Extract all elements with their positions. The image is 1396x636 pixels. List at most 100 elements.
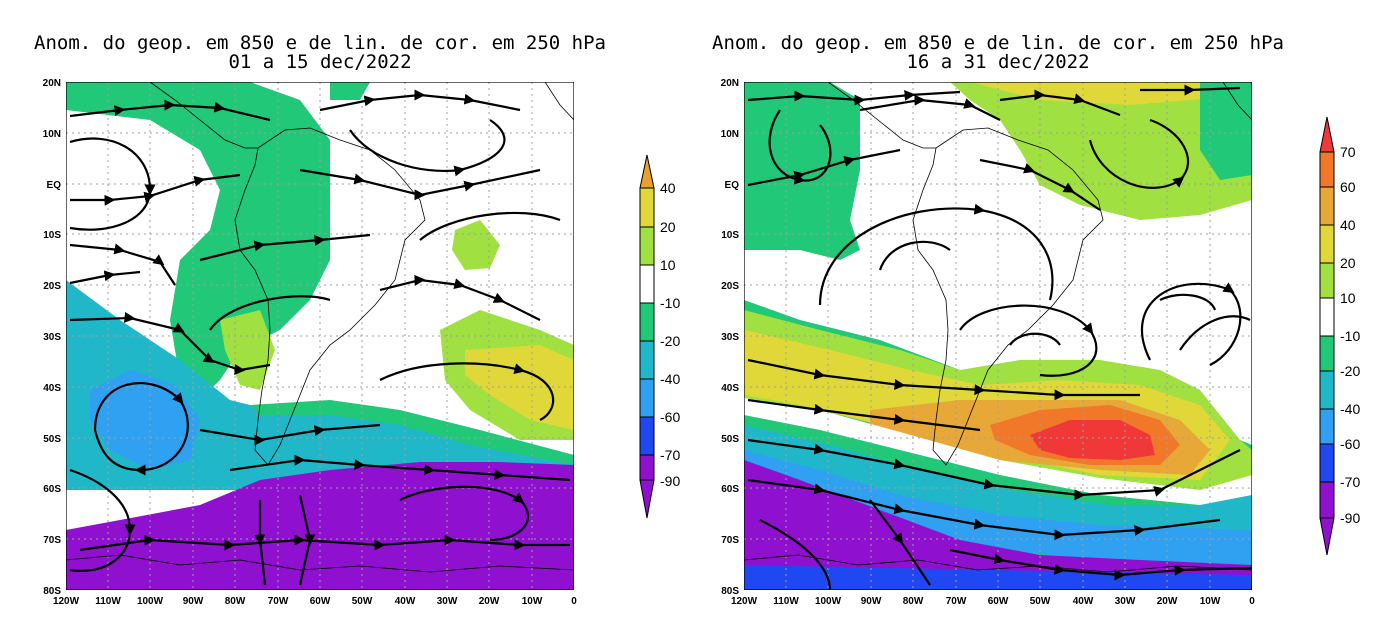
lat-label: 10S xyxy=(43,230,61,241)
colorbar-1-seg xyxy=(639,264,655,304)
colorbar-1-label: -60 xyxy=(660,409,680,425)
lon-label: 0 xyxy=(571,596,577,607)
anomaly-lime-1 xyxy=(452,220,500,270)
lat-label: 10N xyxy=(721,129,739,140)
streamlines-1 xyxy=(69,89,571,586)
colorbar-2-label: 10 xyxy=(1340,290,1356,306)
colorbar-1-seg xyxy=(639,226,655,266)
colorbar-2-label: -10 xyxy=(1340,328,1360,344)
lat-label: 50S xyxy=(721,434,739,445)
colorbar-1-label: 20 xyxy=(660,219,676,235)
lat-label: 40S xyxy=(43,383,61,394)
colorbar-1-seg xyxy=(639,416,655,456)
lat-label: 20N xyxy=(721,78,739,89)
lon-label: 80W xyxy=(225,596,246,607)
colorbar-2-label: 20 xyxy=(1340,255,1356,271)
coastline-africa-1 xyxy=(544,82,574,121)
panel1-title-line2: 01 a 15 dec/2022 xyxy=(228,51,412,73)
lon-label: 40W xyxy=(1073,596,1094,607)
map-panel-1 xyxy=(66,82,574,590)
lon-label: 50W xyxy=(352,596,373,607)
panel2-title: Anom. do geop. em 850 e de lin. de cor. … xyxy=(678,34,1318,72)
colorbar-2-label: -70 xyxy=(1340,474,1360,490)
colorbar-1-label: -40 xyxy=(660,371,680,387)
lon-label: 60W xyxy=(988,596,1009,607)
lon-label: 20W xyxy=(1157,596,1178,607)
colorbar-2-seg xyxy=(1319,224,1335,264)
colorbar-1-label: -20 xyxy=(660,333,680,349)
colorbar-1-seg xyxy=(639,454,655,481)
colorbar-1: 40 20 10 -10 -20 -40 -60 -70 -90 xyxy=(639,154,680,519)
lat-label: 20N xyxy=(43,78,61,89)
colorbar-2-label: 60 xyxy=(1340,179,1356,195)
lon-axis-1: 120W 110W 100W 90W 80W 70W 60W 50W 40W 3… xyxy=(53,596,577,607)
lat-label: 70S xyxy=(721,535,739,546)
map-panel-2 xyxy=(744,82,1252,590)
colorbar-2-seg xyxy=(1319,481,1335,519)
colorbar-1-label: -10 xyxy=(660,295,680,311)
lon-label: 120W xyxy=(53,596,80,607)
lat-label: 80S xyxy=(43,586,61,597)
colorbar-2-label: -90 xyxy=(1340,510,1360,526)
lon-label: 110W xyxy=(95,596,121,607)
colorbar-2-seg xyxy=(1319,297,1335,337)
colorbar-2-seg xyxy=(1319,186,1335,226)
lat-label: 80S xyxy=(721,586,739,597)
lat-label: 10S xyxy=(721,230,739,241)
lat-label: 40S xyxy=(721,383,739,394)
lat-label: 70S xyxy=(43,535,61,546)
lat-label: EQ xyxy=(47,180,62,191)
colorbar-1-top-arrow xyxy=(639,154,655,189)
lat-label: 20S xyxy=(721,281,739,292)
lon-label: 50W xyxy=(1030,596,1051,607)
panel1-title-line1: Anom. do geop. em 850 e de lin. de cor. … xyxy=(34,32,606,54)
lon-label: 70W xyxy=(946,596,967,607)
colorbar-2-seg xyxy=(1319,370,1335,410)
anomaly-yellow-1 xyxy=(465,345,574,430)
colorbar-2-seg xyxy=(1319,335,1335,372)
lat-label: 10N xyxy=(43,129,61,140)
colorbar-1-bottom-arrow xyxy=(639,479,655,519)
lat-label: 30S xyxy=(721,332,739,343)
lon-label: 80W xyxy=(903,596,924,607)
colorbar-1-seg xyxy=(639,378,655,418)
colorbar-1-seg xyxy=(639,340,655,380)
lon-label: 40W xyxy=(395,596,416,607)
lat-label: 60S xyxy=(721,484,739,495)
lon-label: 30W xyxy=(1115,596,1136,607)
colorbar-2-seg xyxy=(1319,262,1335,299)
colorbar-2-label: -40 xyxy=(1340,401,1360,417)
colorbar-1-label: 10 xyxy=(660,257,676,273)
anomaly-green-ne-1 xyxy=(330,82,370,100)
lat-axis-2: 20N 10N EQ 10S 20S 30S 40S 50S 60S 70S 8… xyxy=(721,78,740,597)
anomaly-green-west-1 xyxy=(66,82,330,400)
coastline-south-america-1 xyxy=(234,127,426,466)
colorbar-2-bottom-arrow xyxy=(1319,517,1335,556)
lon-label: 100W xyxy=(815,596,842,607)
lat-label: EQ xyxy=(725,180,740,191)
coastline-africa-2 xyxy=(1222,82,1252,121)
panel2-title-line2: 16 a 31 dec/2022 xyxy=(906,51,1090,73)
colorbar-1-seg xyxy=(639,302,655,342)
lon-label: 20W xyxy=(479,596,500,607)
anomaly-green-band-1 xyxy=(250,400,574,465)
coastline-antarctica-1 xyxy=(66,554,574,573)
colorbar-2-label: -60 xyxy=(1340,436,1360,452)
lat-label: 50S xyxy=(43,434,61,445)
colorbar-1-label: 40 xyxy=(660,180,676,196)
colorbar-2-top-arrow xyxy=(1319,116,1335,153)
lon-label: 100W xyxy=(137,596,164,607)
lon-label: 120W xyxy=(731,596,758,607)
lon-label: 60W xyxy=(310,596,331,607)
colorbar-2-seg xyxy=(1319,151,1335,188)
lon-label: 0 xyxy=(1249,596,1255,607)
colorbar-1-seg xyxy=(639,187,655,228)
colorbar-2-seg xyxy=(1319,408,1335,445)
colorbar-2-label: 40 xyxy=(1340,217,1356,233)
colorbar-1-label: -90 xyxy=(660,473,680,489)
colorbar-2: 70 60 40 20 10 -10 -20 -40 -60 -70 -90 xyxy=(1319,116,1360,556)
colorbar-2-label: -20 xyxy=(1340,363,1360,379)
lon-label: 30W xyxy=(437,596,458,607)
panel1-title: Anom. do geop. em 850 e de lin. de cor. … xyxy=(0,34,640,72)
